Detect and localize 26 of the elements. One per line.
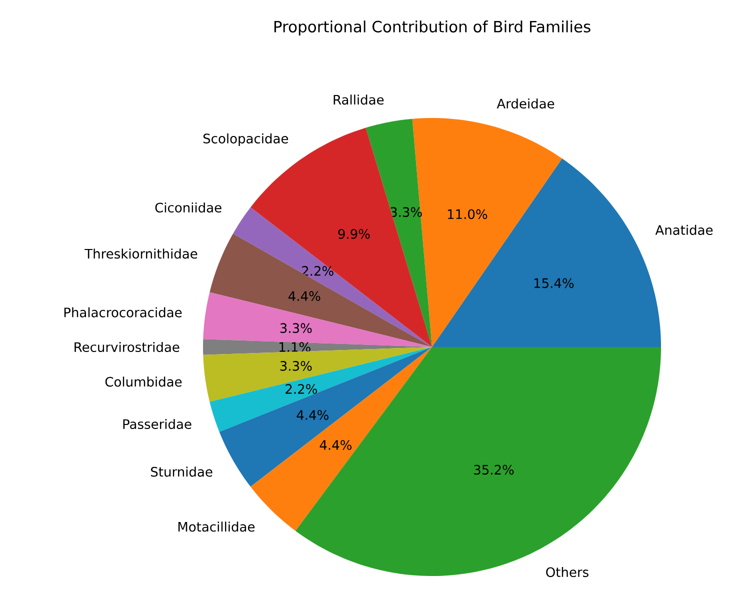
- data-label: 1.1%: [280, 342, 310, 352]
- data-label: 2.2%: [302, 266, 334, 276]
- slice-label: Ciconiidae: [155, 202, 222, 213]
- data-label: 4.4%: [296, 410, 328, 420]
- slice-label: Sturnidae: [151, 466, 212, 477]
- slice-label: Passeridae: [123, 418, 192, 430]
- slice-label: Rallidae: [334, 94, 384, 105]
- slice-label: Scolopacidae: [203, 133, 288, 146]
- data-label: 11.0%: [448, 209, 488, 220]
- data-label: 4.4%: [288, 291, 320, 301]
- chart-title: Proportional Contribution of Bird Families: [274, 20, 590, 36]
- data-label: 2.2%: [286, 384, 317, 394]
- slice-label: Others: [546, 566, 588, 578]
- slice-label: Ardeidae: [496, 98, 554, 109]
- slice-label: Phalacrocoracidae: [64, 307, 182, 318]
- data-label: 3.3%: [280, 360, 312, 371]
- slice-label: Anatidae: [655, 224, 713, 235]
- slice-label: Motacillidae: [178, 522, 255, 532]
- data-label: 4.4%: [320, 440, 352, 450]
- slice-label: Threskiornithidae: [84, 248, 198, 259]
- data-label: 35.2%: [474, 464, 514, 475]
- data-label: 9.9%: [338, 229, 370, 239]
- data-label: 15.4%: [534, 278, 574, 288]
- slice-label: Recurvirostridae: [74, 342, 180, 352]
- data-label: 3.3%: [280, 323, 312, 334]
- slice-label: Columbidae: [105, 376, 182, 387]
